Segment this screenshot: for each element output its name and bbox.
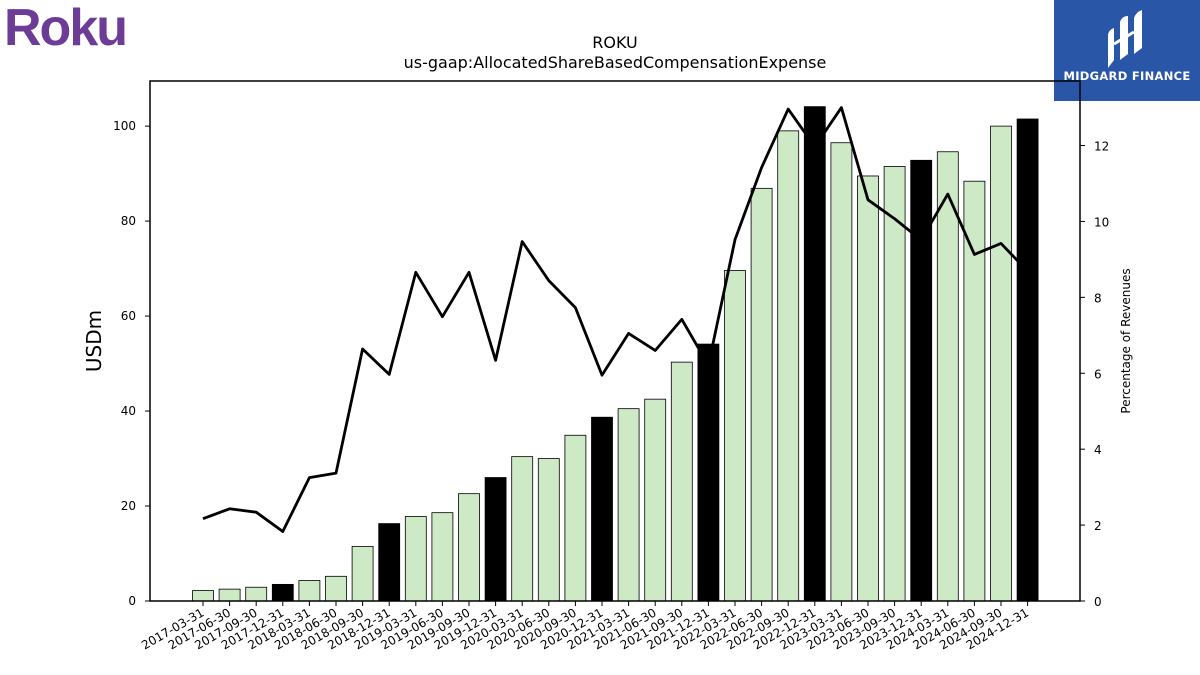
bar-2019-09-30 <box>458 493 480 602</box>
bar-2021-12-31 <box>697 343 720 602</box>
bar-2020-12-31 <box>591 416 613 602</box>
midgard-finance-brand: MIDGARD FINANCE <box>1063 69 1191 83</box>
bar-2022-09-30 <box>777 130 800 602</box>
bar-2020-06-30 <box>537 458 560 602</box>
y-tick-label: 60 <box>121 309 136 323</box>
bar-2024-09-30 <box>990 125 1012 602</box>
y-tick-label: 80 <box>121 214 136 228</box>
bar-2019-06-30 <box>431 512 454 602</box>
bar-2023-09-30 <box>883 166 906 602</box>
bar-2020-03-31 <box>511 456 534 602</box>
y2-tick-label: 10 <box>1094 215 1109 229</box>
y2-tick-label: 8 <box>1094 291 1102 305</box>
axes-layer: 0204060801000246810122017-03-312017-06-3… <box>113 80 1109 652</box>
line-layer <box>202 106 1029 533</box>
y-tick-label: 20 <box>121 499 136 513</box>
y2-tick-label: 4 <box>1094 443 1102 457</box>
bar-2018-12-31 <box>378 523 401 602</box>
bar-2021-03-31 <box>617 408 640 602</box>
midgard-finance-logo: MIDGARD FINANCE <box>1054 0 1200 101</box>
y-tick-label: 40 <box>121 404 136 418</box>
bar-2019-03-31 <box>404 516 427 602</box>
y-tick-label: 0 <box>128 594 136 608</box>
bar-2024-06-30 <box>963 180 986 602</box>
y2-tick-label: 12 <box>1094 140 1109 154</box>
y2-tick-label: 6 <box>1094 367 1102 381</box>
roku-logo: Roku <box>4 0 128 57</box>
bar-2017-06-30 <box>218 588 241 602</box>
y-axis-label: USDm <box>82 310 106 372</box>
y2-tick-label: 0 <box>1094 595 1102 609</box>
bar-2018-09-30 <box>351 545 374 602</box>
bar-2021-09-30 <box>670 361 693 602</box>
bar-2022-03-31 <box>724 270 746 602</box>
bar-2024-12-31 <box>1016 118 1039 602</box>
bar-2022-12-31 <box>803 106 826 602</box>
percentage-line <box>202 106 1029 533</box>
bar-2021-06-30 <box>644 398 667 602</box>
bar-2018-06-30 <box>325 575 347 602</box>
bar-2023-06-30 <box>857 175 879 602</box>
bar-2017-12-31 <box>271 583 294 602</box>
chart-subtitle: us-gaap:AllocatedShareBasedCompensationE… <box>404 53 827 72</box>
bar-2019-12-31 <box>484 477 507 602</box>
bar-2023-03-31 <box>830 142 853 602</box>
chart-title: ROKU <box>592 33 637 52</box>
bar-2018-03-31 <box>298 580 321 602</box>
bar-2017-09-30 <box>245 586 268 602</box>
y-tick-label: 100 <box>113 119 136 133</box>
bar-2024-03-31 <box>936 151 959 602</box>
bar-2020-09-30 <box>564 434 587 602</box>
y2-tick-label: 2 <box>1094 519 1102 533</box>
bars-layer <box>192 106 1039 602</box>
bar-2017-03-31 <box>192 590 214 602</box>
midgard-mark-icon <box>1108 10 1142 68</box>
bar-2022-06-30 <box>750 187 773 602</box>
plot-frame <box>149 80 1081 602</box>
y2-axis-label: Percentage of Revenues <box>1119 268 1133 413</box>
